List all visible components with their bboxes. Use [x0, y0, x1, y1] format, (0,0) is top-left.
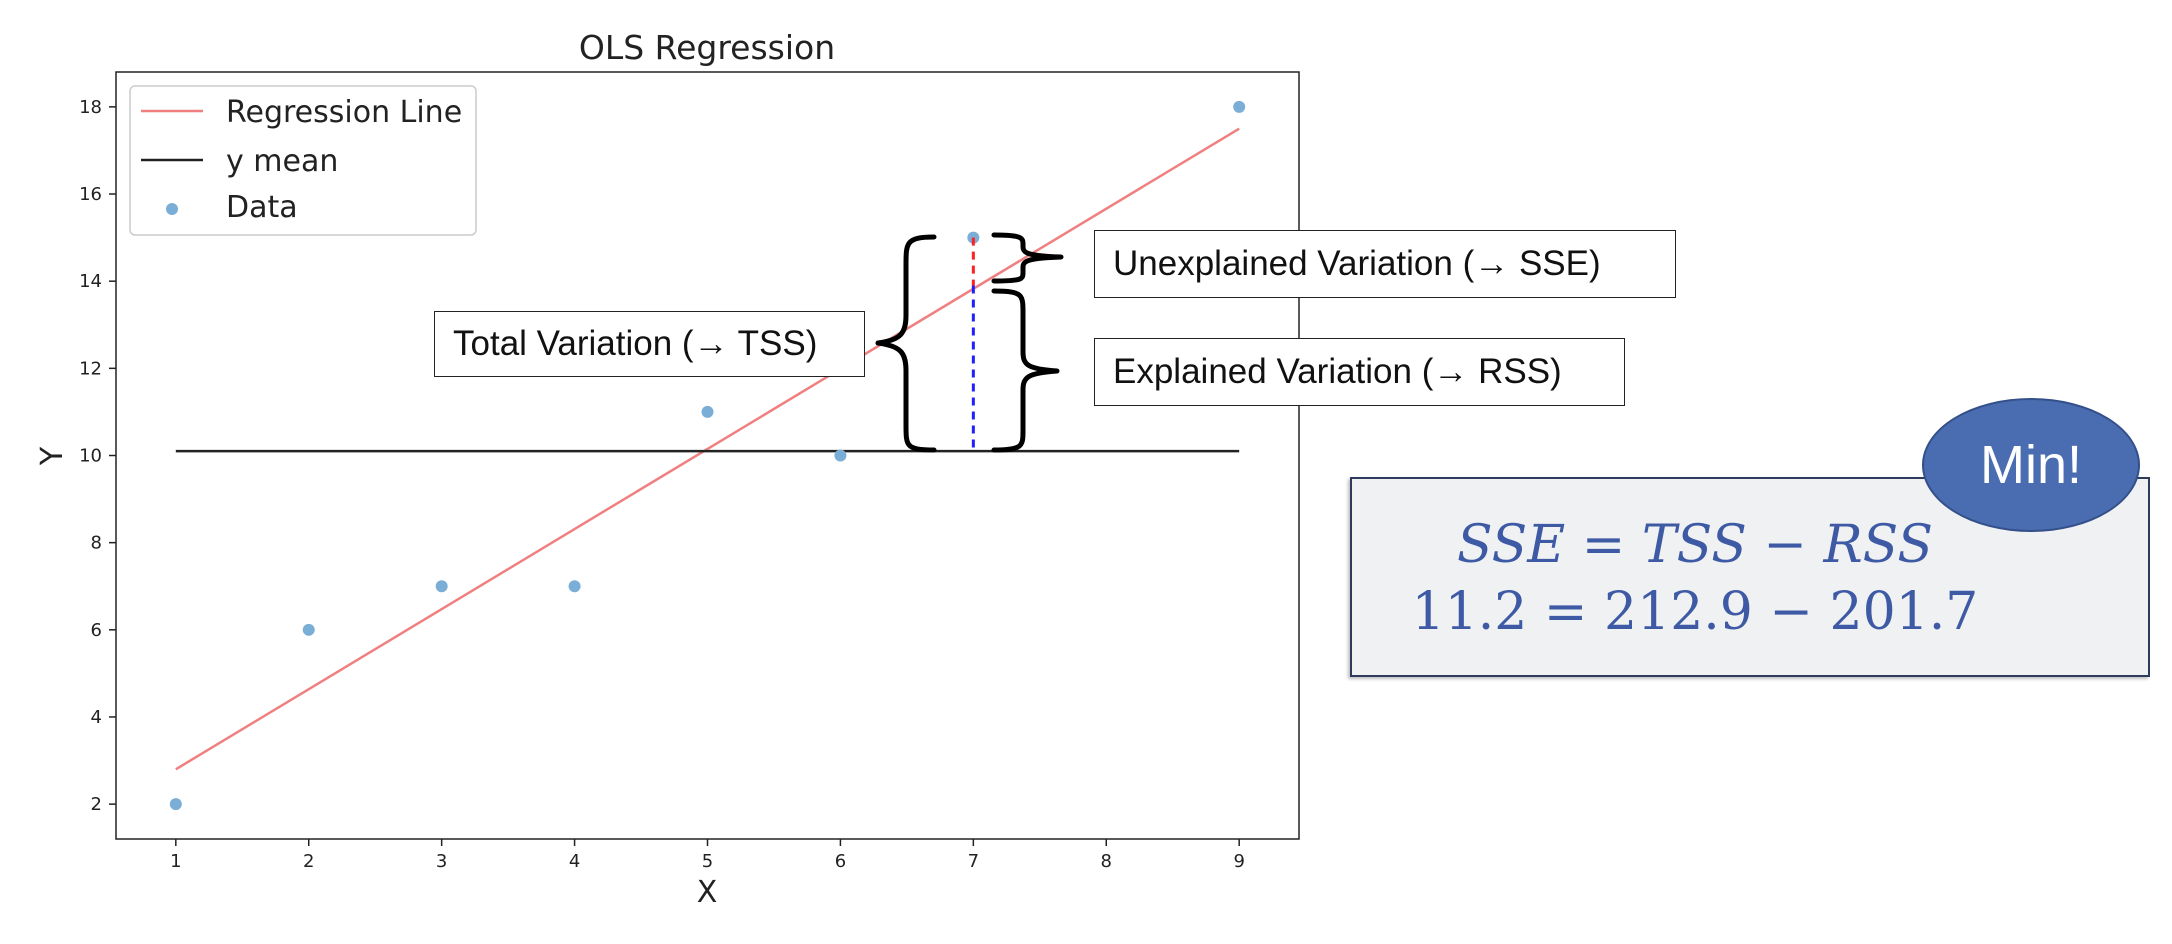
y-tick-label: 12: [79, 358, 102, 379]
x-tick-label: 1: [170, 851, 181, 872]
min-badge-label: Min!: [1979, 435, 2082, 495]
x-tick-label: 5: [702, 851, 713, 872]
x-axis-label: X: [697, 875, 718, 910]
y-tick-label: 10: [79, 446, 102, 467]
y-tick-label: 2: [91, 794, 102, 815]
x-tick-label: 4: [569, 851, 580, 872]
y-tick-label: 4: [91, 707, 102, 728]
x-tick-label: 6: [835, 851, 846, 872]
total-variation-label: Total Variation (→ TSS): [453, 324, 818, 363]
x-tick-label: 9: [1233, 851, 1244, 872]
chart-series: [169, 100, 1246, 811]
data-point: [169, 798, 182, 811]
y-tick-label: 8: [91, 533, 102, 554]
explained-variation-callout: Explained Variation (→ RSS): [1094, 338, 1625, 406]
x-tick-label: 8: [1101, 851, 1112, 872]
x-tick-label: 3: [436, 851, 447, 872]
formula-symbolic: SSE = TSS − RSS: [1456, 515, 1934, 575]
explained-brace: [991, 288, 1060, 453]
regression-line: [175, 127, 1240, 771]
data-point: [834, 449, 847, 462]
legend-label-data: Data: [226, 190, 298, 225]
explained-variation-label: Explained Variation (→ RSS): [1113, 352, 1562, 391]
y-tick-label: 14: [79, 271, 102, 292]
total-brace: [875, 234, 937, 453]
legend-label-regression: Regression Line: [226, 95, 462, 130]
x-tick-label: 7: [968, 851, 979, 872]
min-badge: Min!: [1922, 398, 2140, 532]
data-point: [435, 580, 448, 593]
formula-numeric: 11.2 = 212.9 − 201.7: [1411, 582, 1979, 642]
legend-swatch-data: [166, 203, 178, 215]
x-tick-label: 2: [303, 851, 314, 872]
y-tick-label: 6: [91, 620, 102, 641]
data-point: [701, 405, 714, 418]
unexplained-variation-callout: Unexplained Variation (→ SSE): [1094, 230, 1676, 298]
legend-box: [129, 85, 477, 236]
chart-title: OLS Regression: [579, 28, 835, 67]
unexplained-brace: [991, 232, 1064, 284]
unexplained-variation-label: Unexplained Variation (→ SSE): [1113, 244, 1601, 283]
data-point: [568, 580, 581, 593]
y-axis-label: Y: [35, 446, 70, 466]
total-variation-callout: Total Variation (→ TSS): [434, 311, 865, 377]
data-point: [302, 623, 315, 636]
legend-label-mean: y mean: [226, 144, 338, 179]
braces: [875, 232, 1064, 453]
data-point: [1233, 100, 1246, 113]
y-tick-label: 16: [79, 184, 102, 205]
formula-panel: SSE = TSS − RSS 11.2 = 212.9 − 201.7: [1350, 477, 2150, 677]
legend: Regression Line y mean Data: [129, 85, 477, 236]
y-tick-label: 18: [79, 97, 102, 118]
